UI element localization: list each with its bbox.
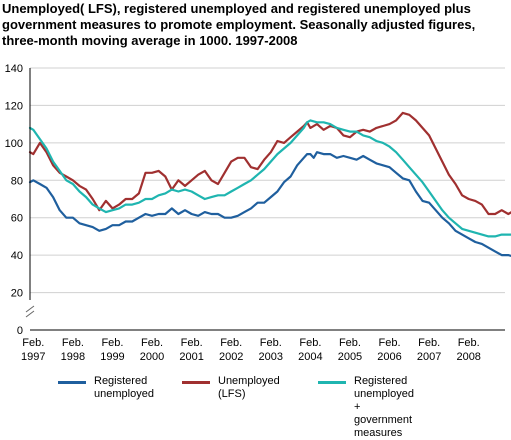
legend-label-registered: Registered unemployed — [94, 375, 154, 400]
axes — [25, 68, 505, 331]
x-tick-label-month: Feb. — [141, 337, 163, 349]
y-tick-label: 40 — [11, 250, 23, 262]
x-tick-label-month: Feb. — [458, 337, 480, 349]
y-tick-label: 140 — [5, 63, 23, 75]
y-tick-labels: 0 20 40 60 80 100 120 140 — [5, 63, 23, 337]
series-lines — [28, 111, 511, 258]
y-tick-label: 120 — [5, 100, 23, 112]
x-tick-label-year: 2004 — [298, 351, 322, 363]
x-tick-label-year: 2008 — [456, 351, 480, 363]
legend-label-lfs: Unemployed (LFS) — [218, 375, 280, 400]
gridlines — [30, 67, 505, 294]
x-tick-label-month: Feb. — [220, 337, 242, 349]
x-tick-label-year: 2007 — [417, 351, 441, 363]
x-tick-label-year: 2005 — [338, 351, 362, 363]
x-tick-label-year: 2006 — [377, 351, 401, 363]
x-tick-label-year: 2001 — [179, 351, 203, 363]
y-tick-label: 60 — [11, 213, 23, 225]
x-tick-label-year: 2002 — [219, 351, 243, 363]
x-tick-label-month: Feb. — [181, 337, 203, 349]
x-tick-labels: Feb. 1997 Feb. 1998 Feb. 1999 Feb. 2000 Feb. 2001… — [21, 337, 481, 363]
legend-swatch-registered — [58, 381, 86, 384]
y-tick-label: 0 — [17, 325, 23, 337]
y-tick-label: 80 — [11, 175, 23, 187]
series-line-0 — [28, 151, 511, 258]
x-tick-label-year: 1999 — [100, 351, 124, 363]
x-tick-label-month: Feb. — [22, 337, 44, 349]
chart-title: Unemployed( LFS), registered unemployed … — [2, 1, 476, 48]
x-tick-label-month: Feb. — [379, 337, 401, 349]
axis-break-marker — [25, 305, 35, 318]
legend-swatch-measures — [318, 381, 346, 384]
x-tick-label-year: 2000 — [140, 351, 164, 363]
x-tick-label-month: Feb. — [101, 337, 123, 349]
series-line-2 — [28, 119, 511, 238]
y-tick-label: 20 — [11, 288, 23, 300]
y-tick-label: 100 — [5, 138, 23, 150]
line-chart: 0 20 40 60 80 100 120 140 Feb. 1997 Feb. 1998 Feb. 1… — [5, 63, 511, 363]
x-tick-label-month: Feb. — [418, 337, 440, 349]
x-tick-label-month: Feb. — [260, 337, 282, 349]
x-tick-label-year: 2003 — [259, 351, 283, 363]
legend-swatch-lfs — [182, 381, 210, 384]
x-tick-label-month: Feb. — [299, 337, 321, 349]
x-tick-label-month: Feb. — [62, 337, 84, 349]
series-line-1 — [28, 111, 511, 216]
x-tick-label-month: Feb. — [339, 337, 361, 349]
x-tick-label-year: 1998 — [61, 351, 85, 363]
x-tick-label-year: 1997 — [21, 351, 45, 363]
